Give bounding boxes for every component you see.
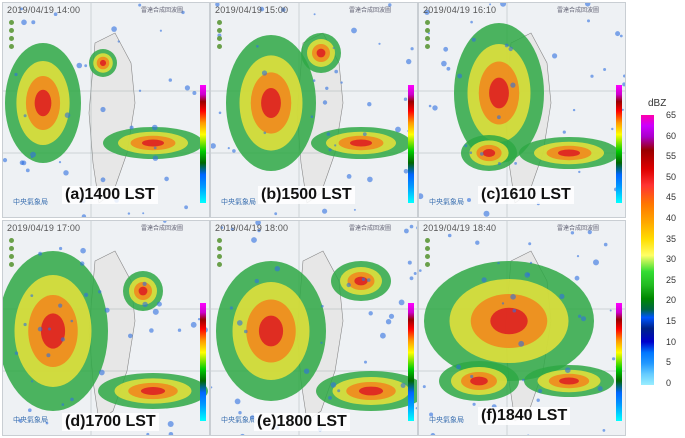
scale-tick-label: 10 (666, 336, 677, 347)
panel-label: (e)1800 LST (254, 413, 350, 431)
scale-unit: dBZ (648, 98, 667, 109)
agency-label: 中央氣象局 (13, 199, 48, 206)
panel-product-title: 雷達合成回波圖 (348, 8, 391, 14)
panel-product-title: 雷達合成回波圖 (140, 226, 183, 232)
agency-label: 中央氣象局 (221, 199, 256, 206)
scale-tick-label: 45 (666, 192, 677, 203)
mini-colorbar (616, 85, 622, 203)
panel-timestamp: 2019/04/19 16:10 (423, 5, 497, 15)
reflectivity-colorbar (641, 115, 654, 385)
scale-tick-label: 60 (666, 130, 677, 141)
station-legend (215, 17, 245, 51)
agency-label: 中央氣象局 (429, 199, 464, 206)
radar-panel-a: 2019/04/19 14:00 雷達合成回波圖中央氣象局 (2, 2, 210, 218)
radar-panel-e: 2019/04/19 18:00 雷達合成回波圖中央氣象局 (210, 220, 418, 436)
scale-tick-label: 25 (666, 274, 677, 285)
mini-colorbar (616, 303, 622, 421)
mini-colorbar (200, 85, 206, 203)
panel-product-title: 雷達合成回波圖 (556, 226, 599, 232)
scale-tick-label: 30 (666, 254, 677, 265)
agency-label: 中央氣象局 (13, 417, 48, 424)
radar-panel-b: 2019/04/19 15:00 雷達合成回波圖中央氣象局 (210, 2, 418, 218)
station-legend (215, 235, 245, 269)
mini-colorbar (408, 85, 414, 203)
panel-label: (d)1700 LST (62, 413, 159, 431)
panel-label: (f)1840 LST (478, 407, 571, 425)
panel-timestamp: 2019/04/19 15:00 (215, 5, 289, 15)
radar-panel-f: 2019/04/19 18:40 雷達合成回波圖中央氣象局 (418, 220, 626, 436)
panel-timestamp: 2019/04/19 18:00 (215, 223, 289, 233)
scale-tick-label: 55 (666, 151, 677, 162)
radar-panel-grid: 2019/04/19 14:00 雷達合成回波圖 中央氣象局 2019/04/19 1… (2, 2, 626, 436)
panel-label: (b)1500 LST (258, 186, 355, 204)
panel-timestamp: 2019/04/19 18:40 (423, 223, 497, 233)
radar-panel-c: 2019/04/19 16:10 雷達合成回波圖中央氣象局 (418, 2, 626, 218)
station-legend (423, 17, 453, 51)
scale-tick-label: 40 (666, 213, 677, 223)
agency-label: 中央氣象局 (429, 417, 464, 424)
mini-colorbar (408, 303, 414, 421)
scale-tick-label: 35 (666, 233, 677, 244)
panel-label: (c)1610 LST (478, 186, 574, 204)
panel-label: (a)1400 LST (62, 186, 158, 204)
scale-tick-label: 0 (666, 377, 672, 388)
panel-timestamp: 2019/04/19 14:00 (7, 5, 81, 15)
radar-panel-d: 2019/04/19 17:00 雷達合成回波圖中央氣象局 (2, 220, 210, 436)
panel-product-title: 雷達合成回波圖 (140, 8, 183, 14)
agency-label: 中央氣象局 (221, 417, 256, 424)
scale-tick-label: 65 (666, 110, 677, 120)
panel-timestamp: 2019/04/19 17:00 (7, 223, 81, 233)
panel-product-title: 雷達合成回波圖 (556, 8, 599, 14)
station-legend (423, 235, 453, 269)
scale-tick-label: 15 (666, 316, 677, 326)
scale-tick-label: 50 (666, 171, 677, 182)
panel-product-title: 雷達合成回波圖 (348, 226, 391, 232)
mini-colorbar (200, 303, 206, 421)
station-legend (7, 235, 37, 269)
station-legend (7, 17, 37, 51)
scale-tick-label: 20 (666, 295, 677, 306)
scale-tick-label: 5 (666, 357, 672, 368)
